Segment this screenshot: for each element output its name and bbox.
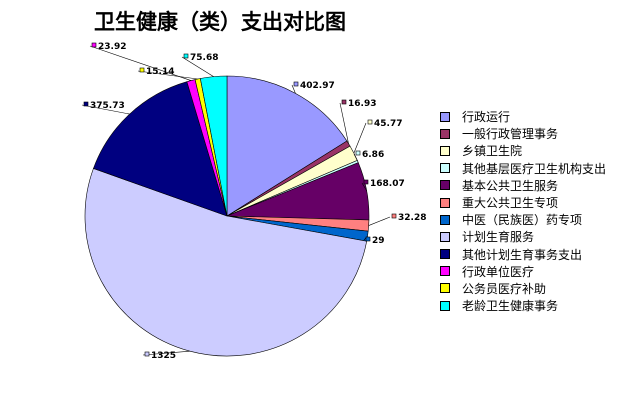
data-label-0: 402.97	[300, 81, 335, 91]
pie-slice-0	[226, 75, 348, 217]
legend-item-9: 行政单位医疗	[440, 263, 640, 280]
data-label-8: 375.73	[90, 101, 125, 111]
label-key-2	[367, 119, 373, 125]
leader-line-11	[181, 56, 214, 77]
label-key-9	[91, 42, 97, 48]
legend-swatch-3	[440, 163, 450, 174]
legend-label-2: 乡镇卫生院	[462, 144, 523, 159]
label-key-3	[355, 150, 361, 156]
legend-swatch-0	[440, 111, 450, 122]
leader-line-9	[89, 45, 192, 81]
legend-label-6: 中医（民族医）药专项	[462, 213, 583, 228]
data-label-3: 6.86	[362, 150, 384, 160]
chart-title: 卫生健康（类）支出对比图	[94, 9, 346, 34]
data-label-1: 16.93	[348, 99, 376, 109]
data-label-4: 168.07	[370, 179, 405, 189]
pie-chart: 402.97 16.93 45.77 6.86 168.07 32.28 29 1325 375…	[81, 42, 426, 361]
legend-swatch-9	[440, 266, 450, 277]
data-label-10: 15.14	[146, 67, 174, 77]
legend-label-5: 重大公共卫生专项	[462, 196, 559, 211]
legend-label-0: 行政运行	[462, 110, 511, 125]
legend-swatch-6	[440, 214, 450, 225]
legend-swatch-1	[440, 128, 450, 139]
leader-line-0	[291, 84, 296, 94]
legend-item-0: 行政运行	[440, 108, 640, 125]
data-label-2: 45.77	[374, 119, 402, 129]
legend-label-4: 基本公共卫生服务	[462, 178, 559, 193]
legend-label-10: 公务员医疗补助	[462, 281, 547, 296]
legend-label-3: 其他基层医疗卫生机构支出	[462, 161, 607, 176]
label-key-7	[144, 351, 150, 357]
legend-swatch-2	[440, 145, 450, 156]
label-key-0	[293, 81, 299, 87]
legend-swatch-7	[440, 231, 450, 242]
leader-line-2	[353, 122, 367, 154]
leader-line-8	[81, 104, 130, 115]
legend-item-3: 其他基层医疗卫生机构支出	[440, 160, 640, 177]
chart-legend: 行政运行一般行政管理事务 乡镇卫生院其他基层医疗卫生机构支出 基本公共卫生服务 重大公…	[440, 108, 640, 314]
legend-label-11: 老龄卫生健康事务	[462, 299, 559, 314]
leader-line-4	[361, 182, 367, 191]
legend-swatch-5	[440, 197, 450, 208]
label-key-10	[139, 67, 145, 73]
leader-line-7	[142, 350, 190, 356]
leader-line-1	[339, 102, 349, 144]
legend-item-11: 老龄卫生健康事务	[440, 297, 640, 314]
leader-line-10	[137, 70, 198, 80]
legend-label-9: 行政单位医疗	[462, 264, 535, 279]
label-key-4	[363, 179, 369, 185]
label-key-8	[83, 101, 89, 107]
label-key-11	[183, 53, 189, 59]
legend-label-8: 其他计划生育事务支出	[462, 247, 583, 262]
pie-slice-8	[93, 81, 228, 217]
legend-item-6: 中医（民族医）药专项	[440, 211, 640, 228]
label-key-5	[391, 213, 397, 219]
legend-label-1: 一般行政管理事务	[462, 127, 559, 142]
data-label-7: 1325	[151, 351, 176, 361]
legend-item-4: 基本公共卫生服务	[440, 177, 640, 194]
legend-item-8: 其他计划生育事务支出	[440, 246, 640, 263]
legend-item-7: 计划生育服务	[440, 228, 640, 245]
legend-item-5: 重大公共卫生专项	[440, 194, 640, 211]
legend-swatch-10	[440, 283, 450, 294]
leader-line-3	[353, 153, 359, 162]
label-key-6	[365, 236, 371, 242]
legend-swatch-4	[440, 180, 450, 191]
legend-label-7: 计划生育服务	[462, 230, 535, 245]
data-label-9: 23.92	[98, 42, 126, 52]
leader-line-5	[368, 216, 391, 226]
legend-item-1: 一般行政管理事务	[440, 125, 640, 142]
pie-slice-7	[84, 168, 368, 357]
data-label-6: 29	[372, 236, 385, 246]
legend-swatch-8	[440, 249, 450, 260]
label-key-1	[341, 99, 347, 105]
legend-item-2: 乡镇卫生院	[440, 142, 640, 159]
legend-swatch-11	[440, 300, 450, 311]
data-label-5: 32.28	[398, 213, 426, 223]
legend-item-10: 公务员医疗补助	[440, 280, 640, 297]
data-label-11: 75.68	[190, 53, 218, 63]
